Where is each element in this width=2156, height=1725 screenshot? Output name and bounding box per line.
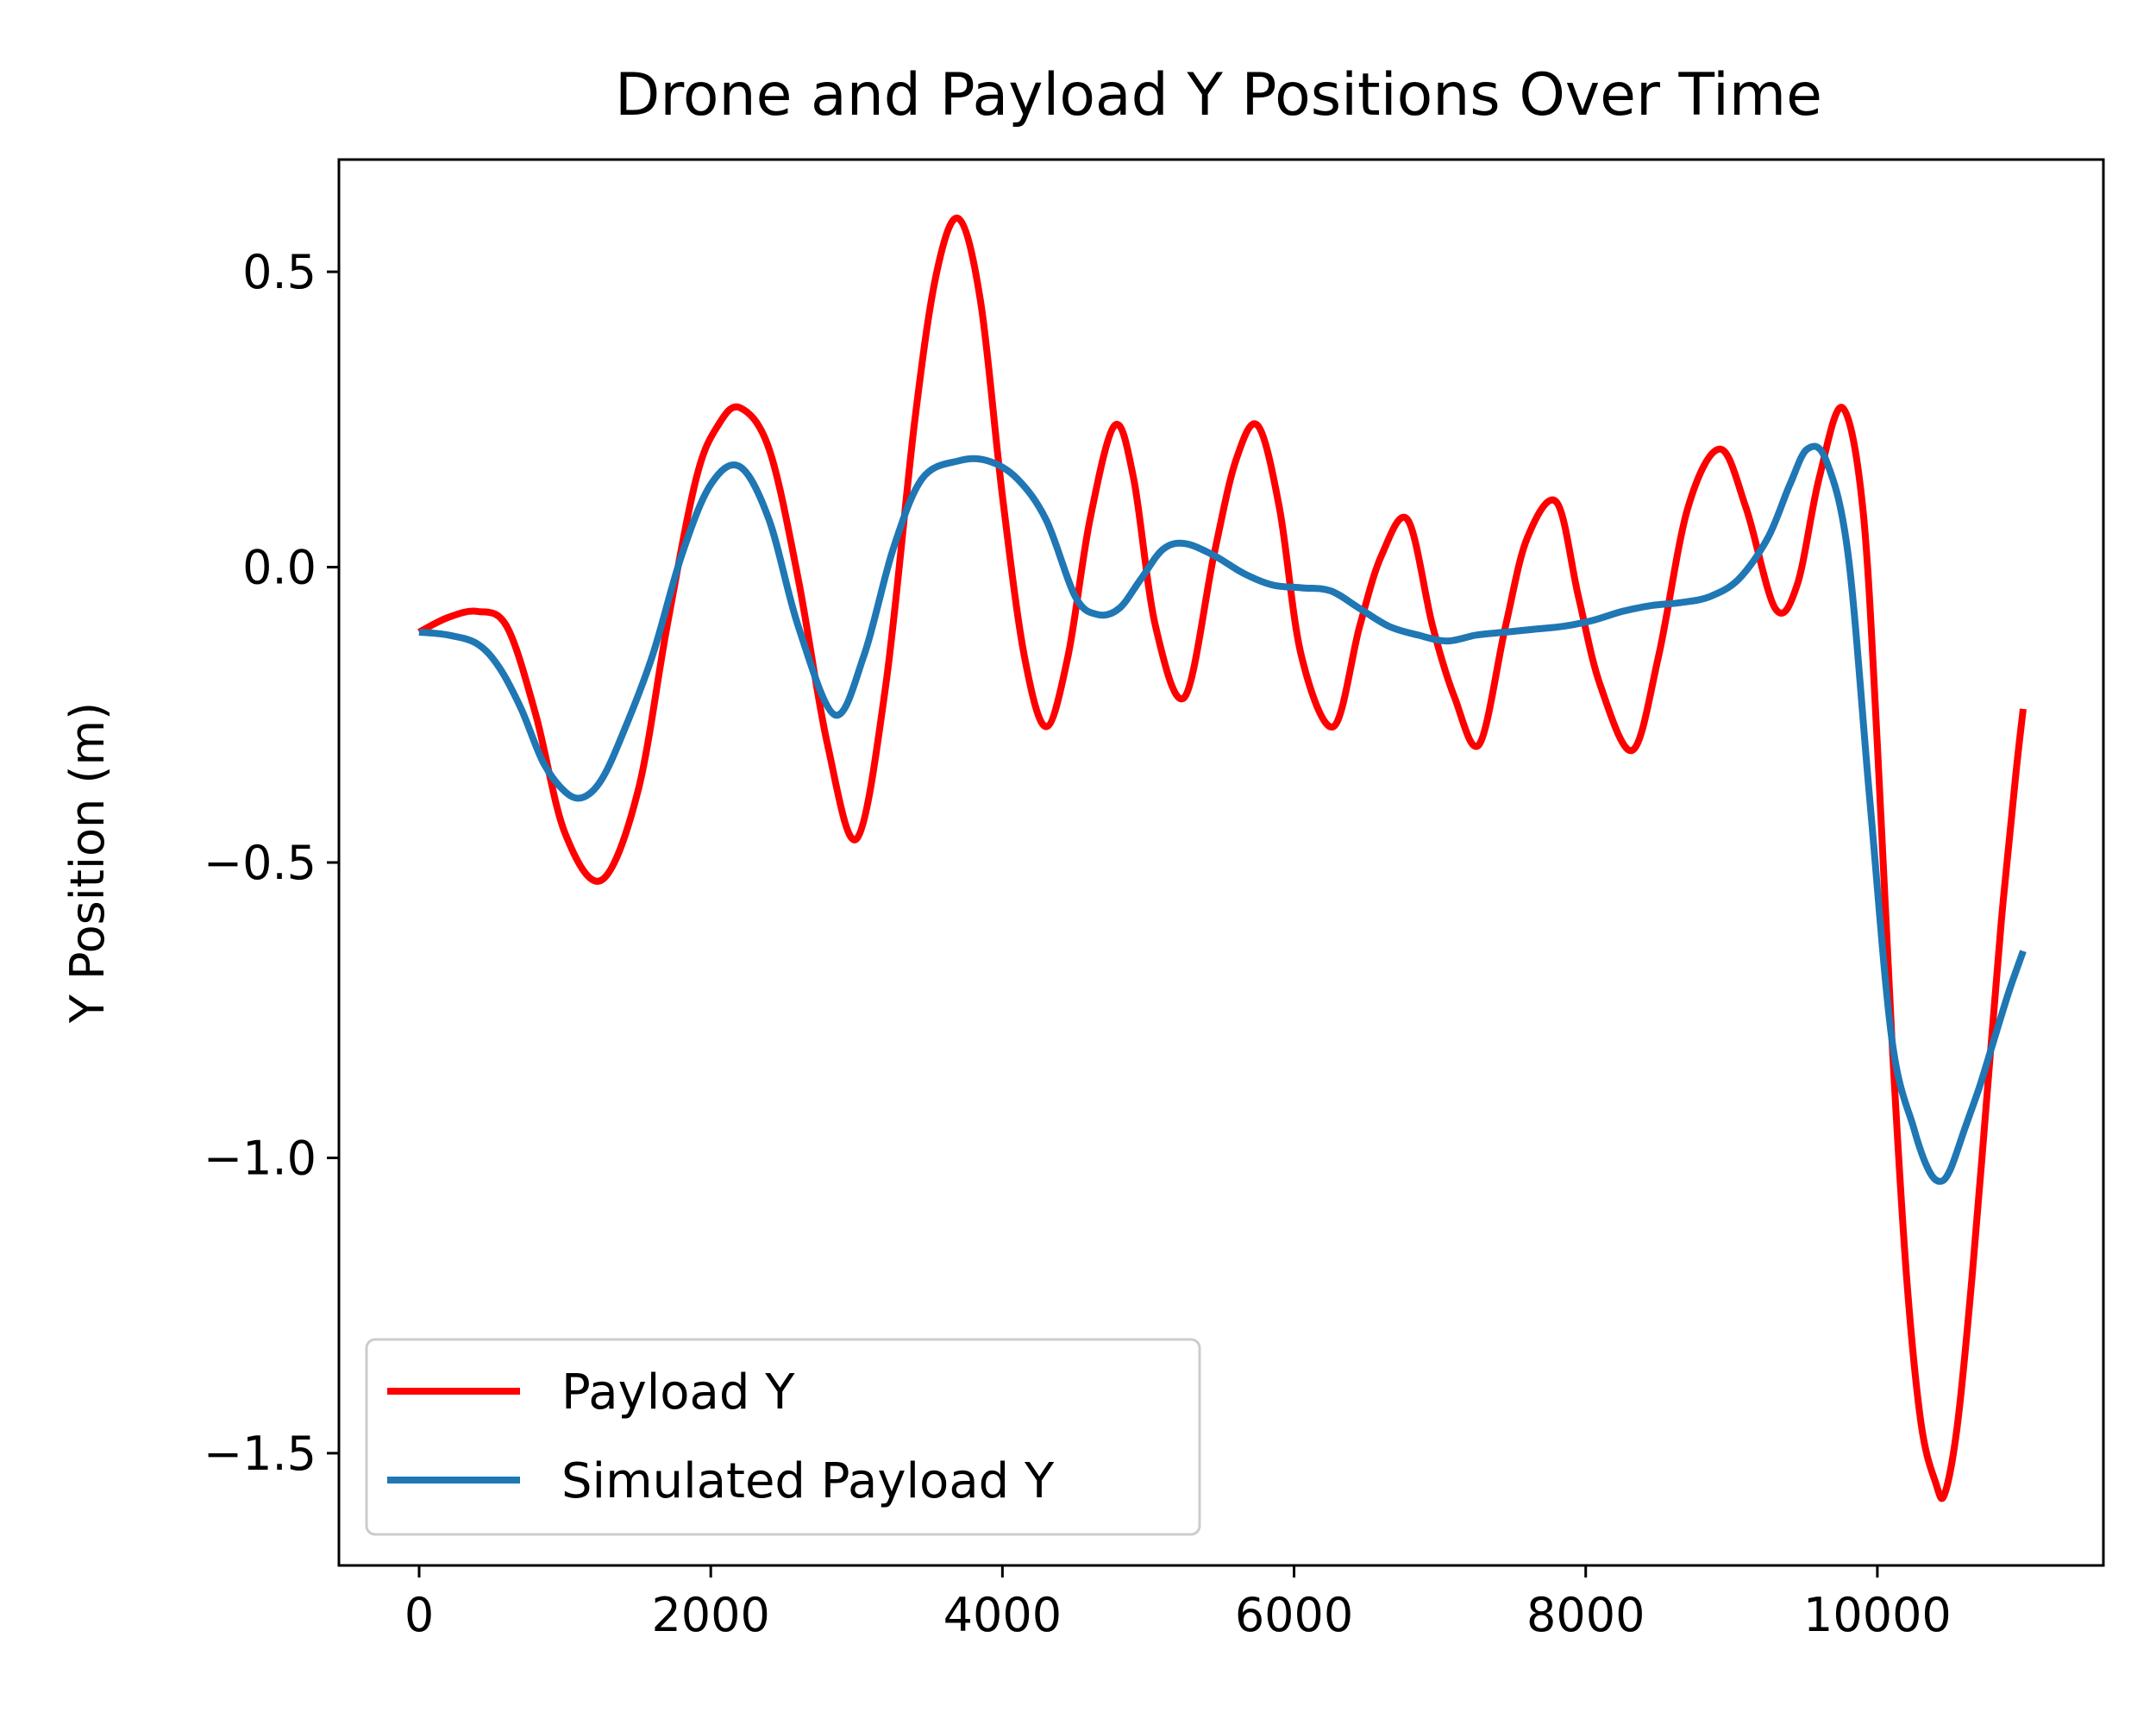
x-tick-label: 8000 xyxy=(1526,1588,1645,1642)
chart-title: Drone and Payload Y Positions Over Time xyxy=(615,61,1822,129)
y-tick-label: 0.0 xyxy=(242,541,317,595)
y-axis: 0.5 0.0 −0.5 −1.0 −1.5 xyxy=(204,245,339,1481)
x-tick-label: 0 xyxy=(404,1588,434,1642)
x-tick-label: 6000 xyxy=(1235,1588,1353,1642)
series-line-simulated-payload-y xyxy=(418,442,2027,1185)
y-tick-label: 0.5 xyxy=(242,245,317,299)
x-tick-label: 2000 xyxy=(651,1588,769,1642)
x-axis: 0 2000 4000 6000 8000 10000 xyxy=(404,1565,1952,1642)
legend-box xyxy=(365,1338,1201,1536)
legend: Payload Y Simulated Payload Y xyxy=(365,1338,1201,1536)
x-tick-label: 10000 xyxy=(1803,1588,1952,1642)
series-layer xyxy=(417,214,2027,1502)
series-line-payload-y xyxy=(417,214,2027,1502)
y-axis-label: Y Position (m) xyxy=(60,702,115,1024)
legend-label: Payload Y xyxy=(561,1364,795,1421)
y-tick-label: −0.5 xyxy=(204,836,317,890)
x-tick-label: 4000 xyxy=(943,1588,1062,1642)
legend-label: Simulated Payload Y xyxy=(561,1453,1055,1509)
y-tick-label: −1.5 xyxy=(204,1427,317,1481)
y-tick-label: −1.0 xyxy=(204,1131,317,1185)
